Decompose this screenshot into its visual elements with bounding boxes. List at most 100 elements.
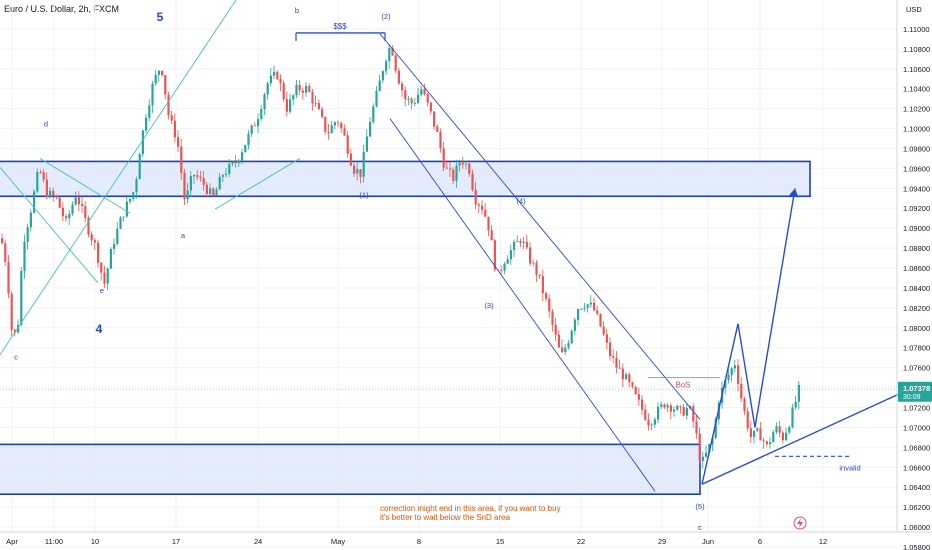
candle-body bbox=[666, 405, 669, 408]
candle-body bbox=[273, 71, 276, 76]
candle-body bbox=[727, 374, 730, 381]
candle-body bbox=[756, 428, 759, 431]
blue-channel-line bbox=[389, 118, 656, 492]
candle-body bbox=[7, 261, 10, 294]
y-tick-label: 1.08800 bbox=[903, 244, 930, 253]
support-trendline bbox=[701, 392, 901, 485]
candle-body bbox=[474, 189, 477, 205]
candle-body bbox=[113, 243, 116, 250]
candle-body bbox=[20, 270, 23, 325]
wave-label: (5) bbox=[695, 502, 705, 511]
candle-body bbox=[23, 241, 26, 271]
snd-zone bbox=[0, 160, 811, 198]
candle-body bbox=[148, 105, 151, 118]
y-tick-label: 1.06800 bbox=[903, 443, 930, 452]
candle-body bbox=[612, 356, 615, 358]
candle-body bbox=[173, 120, 176, 138]
candle-body bbox=[772, 432, 775, 443]
candle-body bbox=[673, 409, 676, 412]
candle-body bbox=[301, 90, 304, 93]
candle-body bbox=[292, 95, 295, 100]
currency-label: USD bbox=[906, 5, 922, 14]
candle-body bbox=[695, 421, 698, 434]
candle-body bbox=[317, 103, 320, 110]
wave-label: (3) bbox=[484, 301, 494, 310]
candle-body bbox=[580, 308, 583, 310]
candle-body bbox=[561, 347, 564, 353]
candle-body bbox=[602, 326, 605, 335]
candle-body bbox=[641, 399, 644, 410]
candle-body bbox=[183, 172, 186, 200]
x-tick-label: 10 bbox=[91, 537, 99, 546]
candle-body bbox=[269, 75, 272, 84]
candle-body bbox=[586, 304, 589, 308]
candle-body bbox=[308, 86, 311, 92]
candle-body bbox=[285, 99, 288, 112]
x-tick-label: 11:00 bbox=[45, 537, 63, 546]
x-tick-label: 6 bbox=[758, 537, 762, 546]
candle-body bbox=[109, 249, 112, 269]
time-axis[interactable]: Apr 11:00 10 17 24 May 8 15 22 29 Jun 6 12 bbox=[0, 531, 932, 546]
candle-body bbox=[321, 109, 324, 117]
y-tick-label: 1.09000 bbox=[903, 224, 930, 233]
x-tick-label: 29 bbox=[658, 537, 666, 546]
price-axis[interactable]: 1.11000 1.10800 1.10600 1.10400 1.10200 1.100… bbox=[896, 0, 932, 550]
candle-body bbox=[794, 401, 797, 408]
candle-body bbox=[138, 154, 141, 180]
candle-body bbox=[394, 55, 397, 71]
candle-body bbox=[753, 430, 756, 437]
candle-body bbox=[663, 404, 666, 408]
candle-body bbox=[404, 90, 407, 100]
candle-body bbox=[503, 263, 506, 271]
candle-body bbox=[209, 188, 212, 194]
last-price-countdown: 30:09 bbox=[903, 394, 921, 401]
candle-body bbox=[692, 406, 695, 422]
candle-body bbox=[324, 116, 327, 132]
candle-body bbox=[737, 365, 740, 384]
candle-body bbox=[449, 168, 452, 170]
candle-body bbox=[519, 241, 522, 243]
y-tick-label: 1.09200 bbox=[903, 204, 930, 213]
candle-body bbox=[349, 153, 352, 166]
candle-body bbox=[788, 427, 791, 433]
candle-body bbox=[730, 368, 733, 375]
candle-body bbox=[218, 176, 221, 190]
candle-body bbox=[762, 440, 765, 442]
candle-body bbox=[353, 165, 356, 174]
candle-body bbox=[375, 90, 378, 107]
candle-body bbox=[740, 383, 743, 399]
candle-body bbox=[417, 94, 420, 103]
candle-body bbox=[253, 125, 256, 127]
teal-channel-line bbox=[214, 158, 301, 210]
candle-body bbox=[532, 262, 535, 264]
candles bbox=[1, 43, 800, 469]
candle-body bbox=[401, 83, 404, 91]
wave-label: $$$ bbox=[333, 22, 347, 31]
candle-body bbox=[266, 83, 269, 95]
wave-label: invalid bbox=[839, 463, 860, 472]
candle-body bbox=[193, 175, 196, 177]
candle-body bbox=[426, 94, 429, 103]
candle-body bbox=[458, 162, 461, 166]
candle-body bbox=[225, 173, 228, 176]
candle-body bbox=[369, 121, 372, 137]
candle-body bbox=[167, 94, 170, 116]
candle-body bbox=[362, 151, 365, 177]
candle-body bbox=[650, 424, 653, 426]
x-tick-label: 22 bbox=[577, 537, 585, 546]
candle-body bbox=[141, 130, 144, 155]
candle-body bbox=[711, 438, 714, 445]
wave-label: e bbox=[100, 286, 104, 295]
y-tick-label: 1.09400 bbox=[903, 184, 930, 193]
candle-body bbox=[250, 125, 253, 134]
candle-body bbox=[461, 162, 464, 165]
candle-body bbox=[583, 307, 586, 309]
candle-body bbox=[631, 382, 634, 387]
projection-path bbox=[737, 323, 756, 428]
candle-body bbox=[682, 406, 685, 416]
wave-label: 5 bbox=[157, 10, 164, 24]
candle-body bbox=[106, 268, 109, 284]
candle-body bbox=[17, 324, 20, 333]
candle-body bbox=[765, 441, 768, 445]
